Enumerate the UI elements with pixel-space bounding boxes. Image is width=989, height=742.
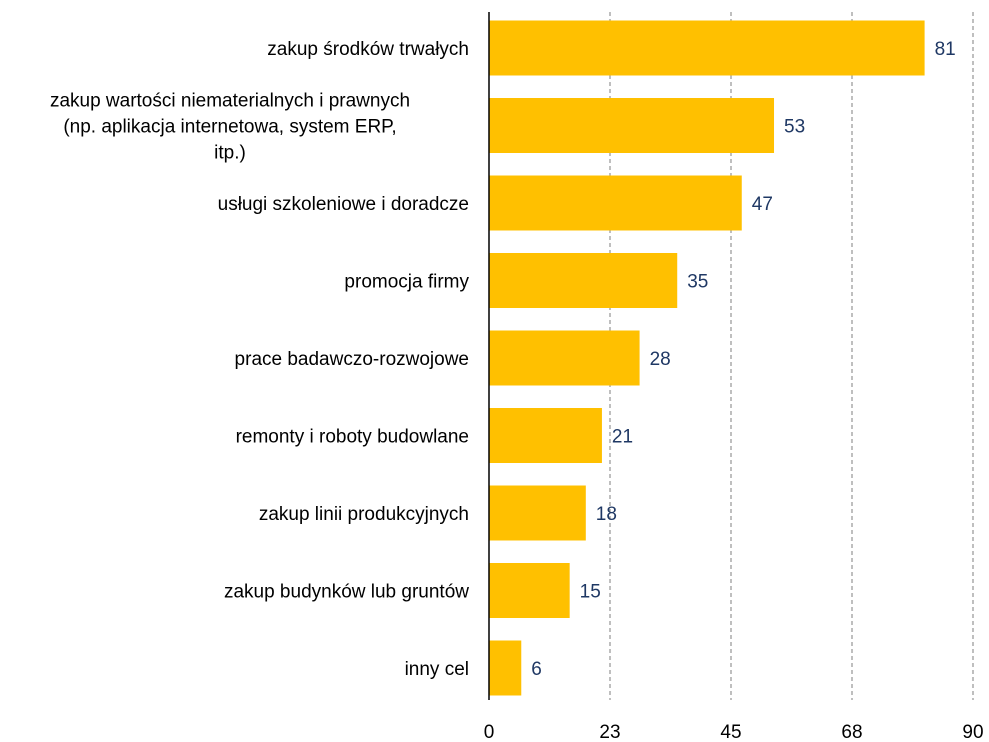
bar bbox=[489, 20, 925, 76]
value-label: 21 bbox=[612, 427, 633, 448]
bar bbox=[489, 640, 522, 696]
bar bbox=[489, 98, 775, 153]
value-label: 28 bbox=[650, 349, 671, 370]
category-label-line: usługi szkoleniowe i doradcze bbox=[218, 194, 469, 215]
x-tick-label: 68 bbox=[841, 722, 862, 742]
category-label: usługi szkoleniowe i doradcze bbox=[218, 194, 469, 215]
value-label: 81 bbox=[935, 39, 956, 60]
bar bbox=[489, 175, 742, 231]
value-label: 15 bbox=[580, 582, 601, 603]
x-tick-label: 0 bbox=[484, 722, 495, 742]
category-label: remonty i roboty budowlane bbox=[236, 427, 469, 448]
category-label: zakup środków trwałych bbox=[267, 39, 469, 60]
x-tick-label: 90 bbox=[962, 722, 983, 742]
category-label-line: zakup budynków lub gruntów bbox=[224, 582, 469, 603]
value-label: 47 bbox=[752, 194, 773, 215]
category-label-line: (np. aplikacja internetowa, system ERP, bbox=[63, 117, 396, 138]
bar bbox=[489, 485, 586, 541]
category-label-line: itp.) bbox=[214, 143, 246, 164]
x-tick-label: 23 bbox=[599, 722, 620, 742]
category-label: zakup budynków lub gruntów bbox=[224, 582, 469, 603]
category-label-line: remonty i roboty budowlane bbox=[236, 427, 469, 448]
category-label-line: prace badawczo-rozwojowe bbox=[235, 349, 469, 370]
category-label-line: promocja firmy bbox=[344, 272, 469, 293]
value-label: 53 bbox=[784, 117, 805, 138]
category-label: zakup wartości niematerialnych i prawnyc… bbox=[50, 91, 410, 164]
category-label: zakup linii produkcyjnych bbox=[259, 504, 469, 525]
value-label: 35 bbox=[687, 272, 708, 293]
category-label: prace badawczo-rozwojowe bbox=[235, 349, 469, 370]
x-tick-label: 45 bbox=[720, 722, 741, 742]
value-label: 6 bbox=[531, 659, 542, 680]
category-label: inny cel bbox=[405, 659, 469, 680]
bar bbox=[489, 330, 640, 386]
labels: 0 23 45 68 90 81 zakup środków trwałych 53 zakup… bbox=[50, 39, 984, 742]
bar bbox=[489, 408, 602, 463]
bar bbox=[489, 253, 678, 308]
category-label-line: zakup środków trwałych bbox=[267, 39, 469, 60]
category-label-line: zakup wartości niematerialnych i prawnyc… bbox=[50, 91, 410, 112]
category-label-line: zakup linii produkcyjnych bbox=[259, 504, 469, 525]
value-label: 18 bbox=[596, 504, 617, 525]
category-label: promocja firmy bbox=[344, 272, 469, 293]
bars bbox=[489, 20, 925, 696]
bar bbox=[489, 563, 570, 618]
category-label-line: inny cel bbox=[405, 659, 469, 680]
